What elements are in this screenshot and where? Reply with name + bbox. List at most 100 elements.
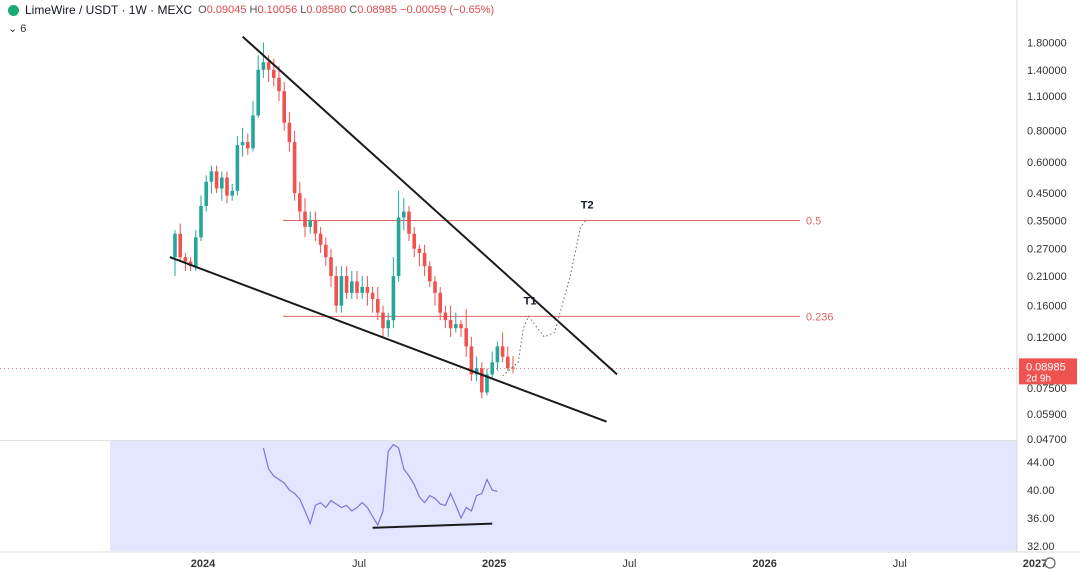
candle-body bbox=[214, 171, 219, 189]
candle-body bbox=[209, 171, 214, 182]
candle-body bbox=[287, 122, 292, 143]
rsi-divergence-line bbox=[372, 522, 493, 529]
candle-body bbox=[344, 276, 349, 293]
price-tick-label: 0.16000 bbox=[1027, 301, 1067, 313]
price-tick-label: 0.12000 bbox=[1027, 332, 1067, 344]
candle-body bbox=[376, 299, 380, 313]
price-tick-label: 0.35000 bbox=[1027, 216, 1067, 228]
price-tick-label: 0.80000 bbox=[1027, 126, 1067, 138]
candle-body bbox=[298, 193, 302, 212]
time-tick-label: Jul bbox=[893, 558, 907, 570]
indicators-toggle[interactable]: ⌄ 6 bbox=[8, 22, 26, 35]
candle-body bbox=[370, 292, 375, 300]
ohlc-readout: O0.09045 H0.10056 L0.08580 C0.08985 −0.0… bbox=[198, 4, 494, 16]
candle-body bbox=[412, 233, 416, 249]
fib-levels: 0.5 0.236 bbox=[0, 216, 1017, 369]
candle-body bbox=[240, 142, 245, 146]
candle-body bbox=[443, 312, 448, 321]
low-label: L bbox=[300, 4, 307, 16]
rsi-series bbox=[262, 443, 498, 529]
low-value: 0.08580 bbox=[306, 4, 347, 16]
candle-body bbox=[474, 368, 479, 375]
candle-body bbox=[225, 177, 229, 196]
candle-body bbox=[261, 62, 266, 70]
rsi-pane-background bbox=[110, 441, 1017, 551]
fib-label-1: 0.236 bbox=[806, 311, 834, 323]
candle-body bbox=[251, 115, 255, 149]
target-label-t1: T1 bbox=[524, 295, 537, 307]
candle-body bbox=[272, 69, 276, 78]
projection-path bbox=[502, 220, 587, 377]
price-tick-label: 0.27000 bbox=[1027, 244, 1067, 256]
candle-body bbox=[365, 286, 370, 293]
candle-body bbox=[490, 362, 494, 375]
price-tick-label: 0.21000 bbox=[1027, 271, 1067, 283]
candle-body bbox=[391, 276, 396, 321]
candle-body bbox=[188, 261, 193, 267]
open-value: 0.09045 bbox=[206, 4, 247, 16]
candle-body bbox=[448, 320, 453, 329]
trendline-upper bbox=[241, 35, 618, 376]
candle-body bbox=[277, 77, 281, 92]
candle-body bbox=[500, 346, 505, 357]
candle-body bbox=[350, 281, 354, 293]
time-tick-label: Jul bbox=[622, 558, 636, 570]
bar-countdown: 2d 9h bbox=[1026, 373, 1051, 384]
candle-body bbox=[324, 244, 328, 258]
candle-body bbox=[266, 62, 271, 70]
candle-body bbox=[199, 206, 203, 238]
candle-body bbox=[386, 320, 390, 329]
chevron-down-icon: ⌄ bbox=[8, 23, 18, 35]
rsi-tick-label: 40.00 bbox=[1027, 485, 1055, 497]
candle-body bbox=[173, 233, 177, 258]
rsi-tick-label: 44.00 bbox=[1027, 457, 1055, 469]
symbol-title[interactable]: LimeWire / USDT · 1W · MEXC bbox=[25, 3, 193, 17]
candle-body bbox=[329, 257, 333, 277]
candle-body bbox=[339, 276, 344, 306]
target-label-t2: T2 bbox=[581, 200, 594, 212]
time-tick-label: 2024 bbox=[191, 558, 216, 570]
fib-label-0: 0.5 bbox=[806, 216, 821, 228]
candle-body bbox=[308, 220, 312, 227]
time-tick-label: 2026 bbox=[752, 558, 776, 570]
rsi-line bbox=[262, 443, 498, 527]
change-value: −0.00059 (−0.65%) bbox=[400, 4, 495, 16]
time-tick-label: 2027 bbox=[1023, 558, 1047, 570]
candle-body bbox=[360, 286, 364, 293]
candle-body bbox=[511, 367, 515, 369]
candle-body bbox=[433, 281, 437, 293]
candle-body bbox=[256, 69, 260, 116]
candle-body bbox=[246, 142, 250, 149]
candle-body bbox=[282, 91, 286, 123]
limewire-logo-icon bbox=[8, 4, 19, 16]
high-label: H bbox=[249, 4, 258, 16]
settings-icon[interactable] bbox=[1044, 557, 1056, 569]
candle-body bbox=[318, 233, 323, 245]
candle-body bbox=[480, 368, 484, 393]
candle-body bbox=[204, 181, 208, 207]
rsi-tick-label: 32.00 bbox=[1027, 541, 1055, 553]
trendline-lower bbox=[169, 256, 607, 423]
candle-body bbox=[178, 233, 182, 258]
price-tick-label: 1.10000 bbox=[1027, 91, 1067, 103]
candle-body bbox=[183, 257, 188, 262]
candle-body bbox=[417, 248, 422, 253]
candle-body bbox=[381, 312, 385, 329]
price-tick-label: 0.07500 bbox=[1027, 383, 1067, 395]
candles bbox=[173, 42, 515, 399]
candle-body bbox=[464, 328, 468, 347]
rsi-tick-label: 36.00 bbox=[1027, 513, 1055, 525]
candle-body bbox=[313, 220, 318, 234]
candle-body bbox=[292, 142, 297, 194]
candle-body bbox=[355, 281, 359, 293]
candle-body bbox=[235, 145, 240, 191]
candle-body bbox=[506, 356, 510, 369]
candle-body bbox=[428, 266, 432, 282]
price-tick-label: 0.04700 bbox=[1027, 434, 1067, 446]
high-value: 0.10056 bbox=[257, 4, 298, 16]
time-tick-label: 2025 bbox=[482, 558, 506, 570]
candle-body bbox=[303, 211, 307, 227]
